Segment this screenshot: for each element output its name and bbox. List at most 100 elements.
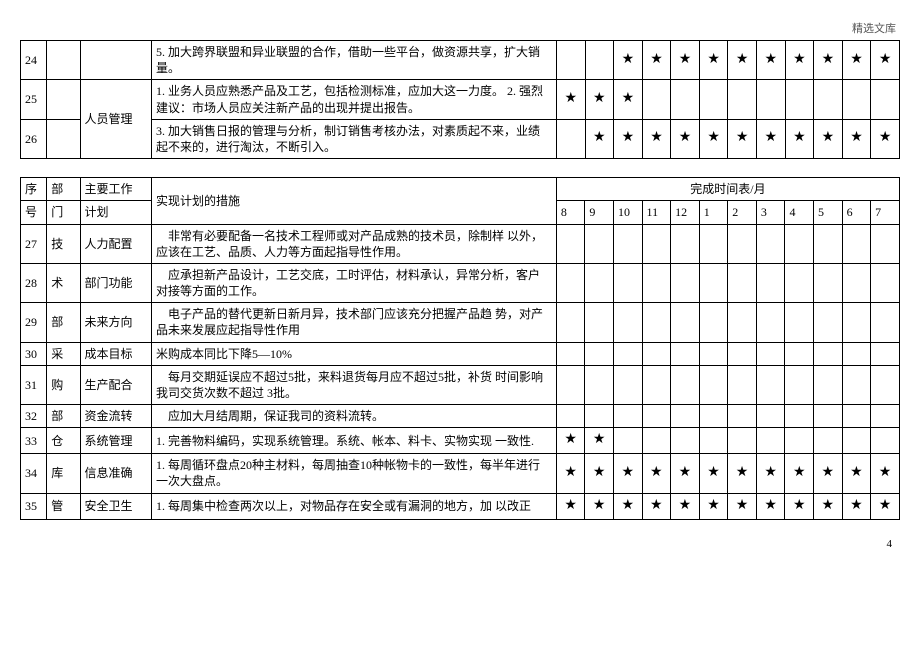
dept-cell: 库 [47, 454, 80, 493]
t1-r2-month-4: ★ [671, 119, 700, 158]
t2-r3-month-6 [728, 342, 757, 365]
t2-r3-month-10 [842, 342, 871, 365]
t2-r7-month-4: ★ [671, 454, 700, 493]
seq-cell: 31 [21, 365, 47, 404]
t2-r2-month-9 [814, 303, 843, 342]
t2-r8-month-6: ★ [728, 493, 757, 519]
t2-r1-month-3 [642, 263, 671, 302]
t2-r8-month-9: ★ [814, 493, 843, 519]
t2-r7-month-3: ★ [642, 454, 671, 493]
t2-r6-month-2 [613, 428, 642, 454]
plan-cell: 成本目标 [80, 342, 151, 365]
t2-r4-month-1 [585, 365, 614, 404]
measure-cell: 1. 完善物料编码，实现系统管理。系统、帐本、料卡、实物实现 一致性. [151, 428, 556, 454]
month-header-10: 6 [842, 201, 871, 224]
dept-cell: 部 [47, 303, 80, 342]
t1-r1-month-11 [871, 80, 900, 119]
t2-r0-month-10 [842, 224, 871, 263]
measure-cell: 5. 加大跨界联盟和异业联盟的合作，借助一些平台，做资源共享，扩大销量。 [152, 41, 557, 80]
t2-r5-month-0 [556, 405, 585, 428]
seq-cell: 28 [21, 263, 47, 302]
t2-r3-month-11 [871, 342, 900, 365]
t1-r2-month-10: ★ [842, 119, 871, 158]
t2-r5-month-9 [814, 405, 843, 428]
doc-header-label: 精选文库 [20, 20, 900, 36]
month-header-0: 8 [556, 201, 585, 224]
table-row: 30采成本目标米购成本同比下降5—10% [21, 342, 900, 365]
t1-r1-month-6 [728, 80, 757, 119]
dept-cell [47, 80, 80, 119]
t2-r7-month-1: ★ [585, 454, 614, 493]
t2-r7-month-10: ★ [842, 454, 871, 493]
t1-r0-month-8: ★ [785, 41, 814, 80]
table-row: 29部未来方向 电子产品的替代更新日新月异，技术部门应该充分把握产品趋 势，对产… [21, 303, 900, 342]
table-row: 33仓系统管理1. 完善物料编码，实现系统管理。系统、帐本、料卡、实物实现 一致… [21, 428, 900, 454]
t1-r2-month-2: ★ [614, 119, 643, 158]
t2-r2-month-0 [556, 303, 585, 342]
t1-r2-month-1: ★ [585, 119, 614, 158]
seq-header-2: 号 [21, 201, 47, 224]
t2-r5-month-3 [642, 405, 671, 428]
month-header-5: 1 [699, 201, 728, 224]
t2-r6-month-4 [671, 428, 700, 454]
t2-r2-month-10 [842, 303, 871, 342]
t1-r1-month-1: ★ [585, 80, 614, 119]
t2-r7-month-7: ★ [756, 454, 785, 493]
seq-cell: 33 [21, 428, 47, 454]
t1-r0-month-2: ★ [614, 41, 643, 80]
t2-r7-month-0: ★ [556, 454, 585, 493]
t2-r4-month-11 [871, 365, 900, 404]
t2-r1-month-5 [699, 263, 728, 302]
t2-r4-month-0 [556, 365, 585, 404]
plan-cell: 资金流转 [80, 405, 151, 428]
t1-r1-month-5 [699, 80, 728, 119]
table-row: 31购生产配合 每月交期延误应不超过5批，来料退货每月应不超过5批，补货 时间影… [21, 365, 900, 404]
plan-cell: 人员管理 [80, 80, 151, 159]
dept-cell: 采 [47, 342, 80, 365]
t1-r1-month-0: ★ [556, 80, 585, 119]
t2-r0-month-7 [756, 224, 785, 263]
t2-r0-month-0 [556, 224, 585, 263]
seq-cell: 32 [21, 405, 47, 428]
dept-cell: 管 [47, 493, 80, 519]
plan-cell: 未来方向 [80, 303, 151, 342]
t1-r1-month-9 [814, 80, 843, 119]
t2-r3-month-4 [671, 342, 700, 365]
t1-r2-month-11: ★ [871, 119, 900, 158]
dept-cell [47, 119, 80, 158]
seq-cell: 24 [21, 41, 47, 80]
t2-r0-month-8 [785, 224, 814, 263]
t2-r3-month-8 [785, 342, 814, 365]
table-row: 35管安全卫生1. 每周集中检查两次以上，对物品存在安全或有漏洞的地方，加 以改… [21, 493, 900, 519]
t2-r3-month-7 [756, 342, 785, 365]
measure-cell: 电子产品的替代更新日新月异，技术部门应该充分把握产品趋 势，对产品未来发展应起指… [151, 303, 556, 342]
t2-r2-month-11 [871, 303, 900, 342]
t2-r8-month-2: ★ [613, 493, 642, 519]
t2-r1-month-2 [613, 263, 642, 302]
t2-r8-month-5: ★ [699, 493, 728, 519]
t2-r1-month-8 [785, 263, 814, 302]
t2-r6-month-11 [871, 428, 900, 454]
seq-header: 序 [21, 178, 47, 201]
t2-r3-month-5 [699, 342, 728, 365]
t2-r6-month-10 [842, 428, 871, 454]
t2-r3-month-0 [556, 342, 585, 365]
t2-r2-month-5 [699, 303, 728, 342]
t2-r6-month-5 [699, 428, 728, 454]
t2-r7-month-6: ★ [728, 454, 757, 493]
measure-cell: 1. 每周循环盘点20种主材料，每周抽查10种帐物卡的一致性，每半年进行一次大盘… [151, 454, 556, 493]
t2-r3-month-2 [613, 342, 642, 365]
t2-r8-month-1: ★ [585, 493, 614, 519]
t1-r2-month-6: ★ [728, 119, 757, 158]
measure-cell: 1. 业务人员应熟悉产品及工艺，包括检测标准，应加大这一力度。 2. 强烈建议：… [152, 80, 557, 119]
t2-r2-month-8 [785, 303, 814, 342]
month-header-4: 12 [671, 201, 700, 224]
seq-cell: 25 [21, 80, 47, 119]
seq-cell: 34 [21, 454, 47, 493]
t1-r1-month-8 [785, 80, 814, 119]
t2-r0-month-3 [642, 224, 671, 263]
t2-r2-month-1 [585, 303, 614, 342]
t2-r1-month-11 [871, 263, 900, 302]
t1-r1-month-3 [642, 80, 671, 119]
month-header-11: 7 [871, 201, 900, 224]
